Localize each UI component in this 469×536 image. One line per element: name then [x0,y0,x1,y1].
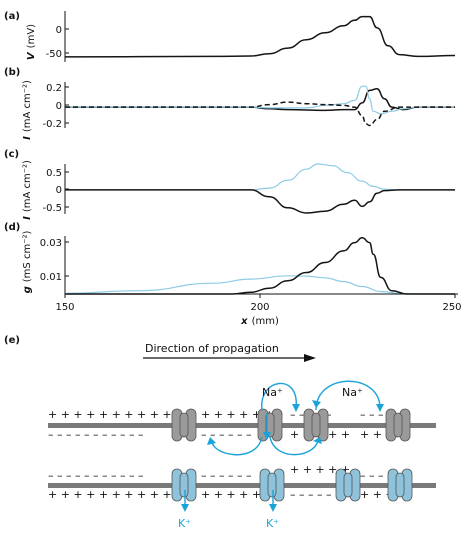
charges-top-lower-0: – – – – – – – – – – – [48,428,143,441]
na-channel-2 [257,408,283,442]
k-channel-3 [335,468,361,502]
xtick-2: 250 [442,302,461,313]
series-c-1 [64,189,455,214]
plot-b [65,85,455,127]
charges-top-upper-0: + + + + + + + + + + + [48,408,184,421]
series-c-0 [64,163,455,191]
na-loop-1-right [269,436,319,456]
panel-label-a: (a) [4,11,20,22]
k-channel-4 [387,468,413,502]
arrowhead-3 [313,437,322,444]
xtick-0: 150 [55,302,74,313]
series-b-0 [65,87,455,112]
arrow-label: Direction of propagation [145,342,279,355]
na-loop-1-left [211,436,263,456]
arrowhead-1 [292,404,300,412]
ytick-a-1: -50 [46,49,62,60]
na-label-1: Na⁺ [262,386,283,399]
ytick-c-1: 0 [56,185,62,196]
ytick-d-0: 0.03 [40,238,62,249]
channels [171,408,413,502]
propagation-arrow-head [304,354,316,362]
na-channel-4 [385,408,411,442]
series-b-2 [65,101,455,127]
panel-label-b: (b) [4,67,20,78]
series-d-1 [64,236,455,295]
na-channel-3 [303,408,329,442]
arrowhead-5 [376,404,384,412]
k-label-2: K⁺ [266,517,279,530]
k-outflow-head-2 [269,504,277,512]
xaxis-label: x (mm) [240,316,279,327]
na-label-2: Na⁺ [342,386,363,399]
charges-bottom-lower-0: + + + + + + + + + + + [48,488,184,501]
panel-label-d: (d) [4,222,20,233]
ytick-c-2: -0.5 [42,203,62,214]
arrowhead-4 [312,400,321,408]
k-channel-1 [171,468,197,502]
ylabel-b: I(mA cm⁻²) [22,80,33,140]
svg-text:V(mV): V(mV) [26,24,37,60]
series-d-0 [64,275,456,295]
charges-bottom-upper-2: + + + + + [290,463,350,476]
xtick-1: 200 [250,302,269,313]
ytick-c-0: 0.5 [46,168,62,179]
na-channel-1 [171,408,197,442]
ytick-b-0: 0.2 [46,83,62,94]
membrane-bottom [48,483,436,488]
charges-top-lower-1: – – – – – – [201,428,251,441]
panel-label-e: (e) [4,335,20,346]
ytick-b-1: 0 [56,101,62,112]
charges-top-upper-3: – – – – [360,408,393,421]
na-current-loops [211,380,381,456]
k-outflow-head-1 [181,504,189,512]
charges-bottom-lower-1: + + + + + + [201,488,274,501]
charges-top-upper-1: + + + + + + [201,408,274,421]
charges-bottom-upper-1: – – – – – – [201,469,251,482]
charges-bottom-lower-2: – – – – – [290,488,332,501]
membrane-top [48,423,436,428]
na-loop-2-top [315,380,381,411]
charges-bottom-upper-0: – – – – – – – – – – – [48,469,143,482]
ylabel-a: V(mV) [26,24,37,60]
ytick-d-1: 0.01 [40,272,62,283]
svg-text:I(mA cm⁻²): I(mA cm⁻²) [22,80,33,140]
panel-label-c: (c) [4,149,19,160]
svg-text:I(mA cm⁻²): I(mA cm⁻²) [22,160,33,220]
na-influx-head [263,432,271,440]
series-b-1 [65,85,455,115]
ytick-a-0: 0 [56,25,62,36]
k-label-1: K⁺ [178,517,191,530]
ytick-b-2: -0.2 [42,119,62,130]
arrowhead-2 [207,437,216,445]
plot-c [64,163,455,214]
k-channel-2 [259,468,285,502]
plot-d [64,236,456,295]
series-a-0 [64,15,456,58]
na-arrowheads [207,400,384,445]
na-loop-1-top [261,382,297,411]
ylabel-c: I(mA cm⁻²) [22,160,33,220]
ylabel-d: g(mS cm⁻²) [22,231,33,294]
plot-a [64,15,456,58]
charges-bottom-upper-3: – – – – [360,469,393,482]
svg-text:g(mS cm⁻²): g(mS cm⁻²) [22,231,33,294]
